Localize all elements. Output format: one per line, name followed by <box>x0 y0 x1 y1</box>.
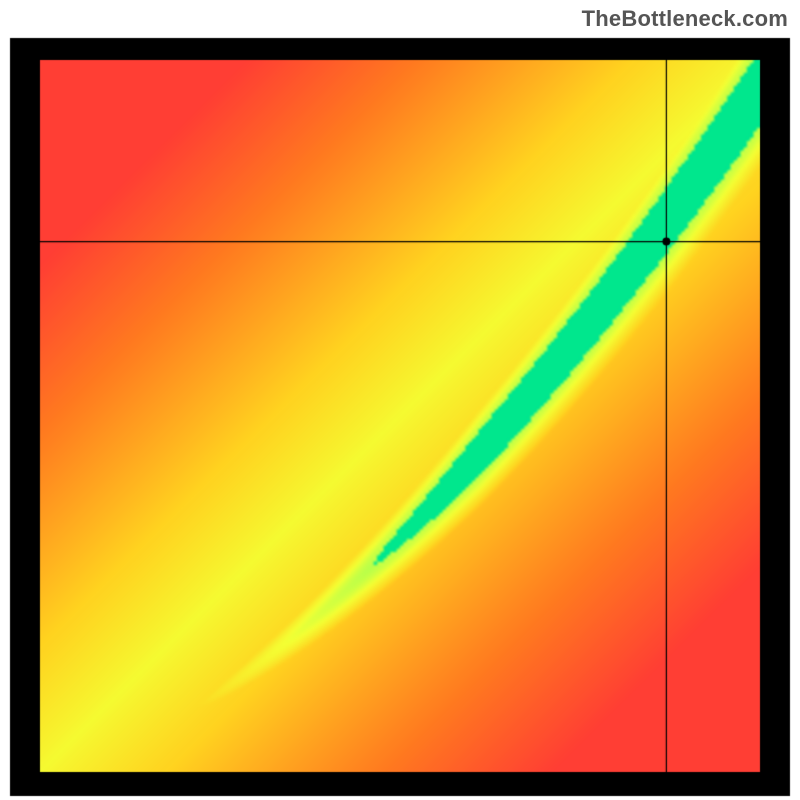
bottleneck-heatmap-canvas <box>0 0 800 800</box>
attribution-text: TheBottleneck.com <box>582 6 788 32</box>
chart-container: TheBottleneck.com <box>0 0 800 800</box>
